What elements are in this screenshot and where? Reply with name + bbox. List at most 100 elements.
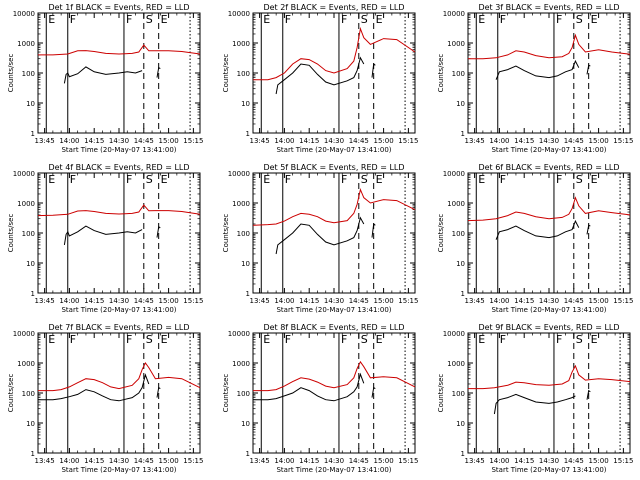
events-series-line [156,66,161,78]
chart-panel-6: Det 6f BLACK = Events, RED = LLD 1 10 100 10… [437,163,633,314]
event-marker-label: F [341,13,347,26]
x-axis-label: Start Time (20-May-07 13:41:00) [61,146,176,154]
event-marker-label: S [361,13,368,26]
lld-series-line [467,196,631,222]
x-tick-label: 13:45 [250,137,270,145]
x-tick-label: 15:15 [183,457,203,465]
event-marker-label: S [146,333,153,346]
x-tick-label: 14:30 [109,297,129,305]
x-tick-label: 14:15 [84,137,104,145]
y-axis-label: Counts/sec [437,374,445,413]
x-tick-label: 14:00 [274,297,294,305]
event-marker-label: F [500,173,506,186]
y-tick-label: 100 [452,390,465,398]
events-series-line [586,64,591,75]
x-tick-label: 14:45 [564,297,584,305]
event-marker-label: E [48,173,55,186]
event-marker-label: F [556,333,562,346]
x-tick-label: 14:30 [324,137,344,145]
events-series-line [38,373,150,402]
y-tick-label: 10000 [228,170,250,178]
lld-series-line [253,360,416,392]
chart-title: Det 8f BLACK = Events, RED = LLD [263,323,404,332]
event-marker-label: E [161,173,168,186]
x-axis-label: Start Time (20-May-07 13:41:00) [491,466,606,474]
x-tick-label: 14:15 [299,297,319,305]
y-tick-label: 1000 [17,360,35,368]
x-tick-label: 15:15 [613,137,633,145]
lld-series-line [253,26,416,81]
chart-panel-1: Det 1f BLACK = Events, RED = LLD 1 10 100 10… [7,3,203,154]
y-tick-label: 10000 [13,330,35,338]
y-tick-label: 10 [26,420,35,428]
event-marker-label: F [500,13,506,26]
event-marker-label: F [126,13,132,26]
y-tick-label: 10 [456,420,465,428]
event-marker-label: S [146,173,153,186]
y-tick-label: 10 [26,100,35,108]
y-tick-label: 1 [246,290,250,298]
y-tick-label: 1000 [232,40,250,48]
y-tick-label: 10000 [228,10,250,18]
chart-panel-7: Det 7f BLACK = Events, RED = LLD 1 10 100 10… [7,323,203,474]
x-tick-label: 15:15 [398,457,418,465]
event-marker-label: F [126,333,132,346]
x-tick-label: 14:30 [109,137,129,145]
x-tick-label: 14:00 [274,457,294,465]
chart-title: Det 6f BLACK = Events, RED = LLD [478,163,619,172]
event-marker-label: E [591,173,598,186]
event-marker-label: F [285,13,291,26]
y-axis-label: Counts/sec [222,374,230,413]
event-marker-label: E [376,333,383,346]
x-axis-label: Start Time (20-May-07 13:41:00) [491,306,606,314]
y-tick-label: 1 [31,130,35,138]
x-tick-label: 15:00 [373,137,393,145]
chart-panel-4: Det 4f BLACK = Events, RED = LLD 1 10 100 10… [7,163,203,314]
x-tick-label: 14:00 [489,137,509,145]
chart-title: Det 4f BLACK = Events, RED = LLD [48,163,189,172]
y-tick-label: 10000 [13,170,35,178]
events-series-line [586,389,591,400]
x-tick-label: 13:45 [35,297,55,305]
chart-title: Det 5f BLACK = Events, RED = LLD [263,163,404,172]
event-marker-label: E [478,13,485,26]
x-tick-label: 15:00 [373,297,393,305]
chart-title: Det 2f BLACK = Events, RED = LLD [263,3,404,12]
event-marker-label: E [48,333,55,346]
x-tick-label: 13:45 [35,137,55,145]
events-series-line [63,66,143,84]
x-tick-label: 14:45 [134,137,154,145]
event-marker-label: S [146,13,153,26]
lld-series-line [37,204,201,217]
event-marker-label: S [576,13,583,26]
x-tick-label: 14:30 [324,457,344,465]
y-tick-label: 10 [241,100,250,108]
chart-title: Det 1f BLACK = Events, RED = LLD [48,3,189,12]
y-tick-label: 1000 [17,200,35,208]
x-tick-label: 14:45 [564,137,584,145]
event-marker-label: E [478,333,485,346]
y-tick-label: 100 [237,390,250,398]
y-tick-label: 10 [26,260,35,268]
x-tick-label: 14:45 [349,457,369,465]
x-axis-label: Start Time (20-May-07 13:41:00) [276,306,391,314]
events-series-line [495,219,580,240]
y-tick-label: 10 [241,260,250,268]
events-series-line [371,386,376,398]
y-tick-label: 100 [237,70,250,78]
chart-panel-3: Det 3f BLACK = Events, RED = LLD 1 10 100 10… [437,3,633,154]
event-marker-label: E [263,333,270,346]
x-tick-label: 14:00 [59,297,79,305]
x-tick-label: 13:45 [465,137,485,145]
x-tick-label: 15:15 [613,457,633,465]
event-marker-label: E [591,13,598,26]
event-marker-label: E [263,173,270,186]
y-tick-label: 1000 [447,360,465,368]
y-tick-label: 10000 [443,170,465,178]
y-axis-label: Counts/sec [7,374,15,413]
events-series-line [156,386,161,398]
y-tick-label: 10 [456,100,465,108]
event-marker-label: S [576,173,583,186]
